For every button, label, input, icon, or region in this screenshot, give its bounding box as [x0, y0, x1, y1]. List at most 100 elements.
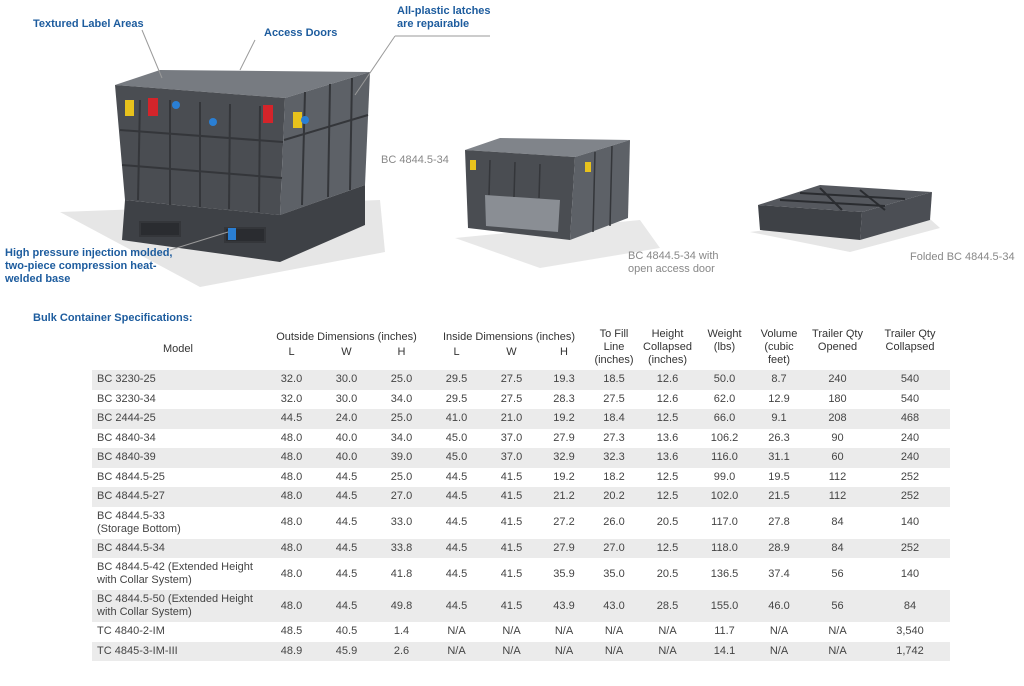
- value-cell: N/A: [658, 644, 677, 657]
- value-cell: 35.9: [553, 567, 575, 580]
- table-row: BC 4844.5-50 (Extended Height with Collar…: [92, 590, 950, 622]
- model-cell: BC 4840-39: [92, 448, 264, 468]
- table-row: TC 4845-3-IM-III 48.9 45.9 2.6 N/A N/A N/A N/A N…: [92, 641, 950, 662]
- value-cell: N/A: [447, 644, 466, 657]
- value-cell: 155.0: [710, 599, 739, 612]
- value-cell: 44.5: [335, 490, 358, 503]
- value-cell: 41.5: [500, 490, 523, 503]
- value-cell: 43.0: [603, 599, 625, 612]
- value-cell: 37.0: [500, 451, 523, 464]
- value-cell: 19.3: [553, 373, 575, 386]
- value-cell: 240: [900, 451, 920, 464]
- value-cell: 540: [900, 373, 920, 386]
- value-cell: 112: [828, 470, 847, 483]
- annotation: Textured Label Areas: [33, 18, 144, 30]
- value-cell: 34.0: [390, 431, 413, 444]
- value-cell: 12.5: [656, 412, 679, 425]
- value-cell: 44.5: [445, 567, 468, 580]
- text-line: with Collar System): [97, 606, 192, 618]
- value-cell: 208: [828, 412, 847, 425]
- value-cell: 12.5: [656, 470, 679, 483]
- text-line: TC 4845-3-IM-III: [97, 644, 178, 657]
- value-cell: 27.5: [603, 392, 625, 405]
- value-cell: 13.6: [656, 451, 679, 464]
- value-cell: 41.5: [500, 599, 523, 612]
- value-cell: 45.0: [445, 451, 468, 464]
- value-cell: 26.0: [603, 516, 625, 528]
- crate-photo: [60, 70, 385, 287]
- value-cell: 37.4: [768, 567, 790, 580]
- value-cell: 40.5: [335, 625, 358, 638]
- value-cell: 24.0: [335, 412, 358, 425]
- value-cell: 48.0: [280, 516, 303, 528]
- header-cell: To Fill Line (inches): [589, 328, 639, 370]
- text-line: BC 4844.5-34: [97, 541, 165, 554]
- value-cell: 44.5: [445, 470, 468, 483]
- header-sub: W: [506, 346, 517, 358]
- model-cell: BC 4844.5-33 (Storage Bottom): [92, 507, 264, 539]
- value-cell: 44.5: [335, 516, 358, 528]
- value-cell: 48.0: [280, 599, 303, 612]
- value-cell: 44.5: [335, 541, 358, 554]
- value-cell: 99.0: [713, 470, 736, 483]
- value-cell: 33.0: [390, 516, 413, 528]
- spec-table: Model Outside Dimensions (inches) Inside D…: [92, 328, 950, 661]
- text-line: with Collar System): [97, 574, 192, 586]
- value-cell: 112: [828, 490, 847, 503]
- table-row: BC 2444-25 44.5 24.0 25.0 41.0 21.0 19.2 18.4 12…: [92, 409, 950, 429]
- header-cell: Volume (cubic feet): [753, 328, 805, 370]
- value-cell: 12.6: [656, 373, 679, 386]
- value-cell: 44.5: [445, 490, 468, 503]
- value-cell: 31.1: [768, 451, 790, 464]
- value-cell: 48.9: [280, 644, 303, 657]
- value-cell: 20.2: [603, 490, 625, 503]
- value-cell: 34.0: [390, 392, 413, 405]
- value-cell: 45.9: [335, 644, 358, 657]
- value-cell: 41.0: [445, 412, 468, 425]
- value-cell: 41.5: [500, 541, 523, 554]
- value-cell: 44.5: [445, 599, 468, 612]
- value-cell: 84: [903, 599, 917, 612]
- value-cell: 46.0: [768, 599, 790, 612]
- table-row: BC 4844.5-25 48.0 44.5 25.0 44.5 41.5 19.2 18.2…: [92, 468, 950, 488]
- text-line: BC 4844.5-50 (Extended Height: [97, 593, 253, 605]
- value-cell: 41.5: [500, 567, 523, 580]
- value-cell: 40.0: [335, 431, 358, 444]
- table-row: BC 4844.5-34 48.0 44.5 33.8 44.5 41.5 27.9 27.0…: [92, 538, 950, 558]
- value-cell: N/A: [447, 625, 466, 638]
- model-cell: TC 4845-3-IM-III: [92, 642, 264, 662]
- value-cell: 84: [831, 541, 844, 554]
- value-cell: 27.8: [768, 516, 790, 528]
- text-line: To Fill: [599, 328, 629, 340]
- value-cell: 45.0: [445, 431, 468, 444]
- value-cell: 44.5: [335, 470, 358, 483]
- value-cell: 116.0: [711, 451, 738, 464]
- header-sub: W: [341, 346, 352, 358]
- header-sub: L: [288, 346, 295, 358]
- value-cell: 240: [828, 373, 847, 386]
- value-cell: 21.2: [553, 490, 575, 503]
- value-cell: N/A: [604, 625, 624, 638]
- text-line: BC 2444-25: [97, 412, 156, 425]
- value-cell: 28.5: [656, 599, 679, 612]
- value-cell: 180: [828, 392, 847, 405]
- text-line: feet): [767, 354, 790, 366]
- value-cell: 66.0: [713, 412, 736, 425]
- value-cell: 25.0: [390, 412, 413, 425]
- value-cell: 48.0: [280, 567, 303, 580]
- value-cell: 12.5: [656, 490, 679, 503]
- header-group: Outside Dimensions (inches): [276, 330, 417, 343]
- value-cell: 44.5: [335, 599, 358, 612]
- text-line: Volume: [760, 328, 798, 340]
- value-cell: 9.1: [771, 412, 787, 425]
- annotation: Access Doors: [264, 27, 338, 39]
- value-cell: 32.3: [603, 451, 625, 464]
- value-cell: 62.0: [713, 392, 736, 405]
- text-line: Collapsed: [643, 341, 692, 353]
- table-row: BC 4844.5-42 (Extended Height with Collar…: [92, 558, 950, 590]
- header-cell: Trailer Qty Opened: [805, 328, 870, 370]
- value-cell: 29.5: [445, 392, 468, 405]
- header-cell: Trailer Qty Collapsed: [870, 328, 950, 370]
